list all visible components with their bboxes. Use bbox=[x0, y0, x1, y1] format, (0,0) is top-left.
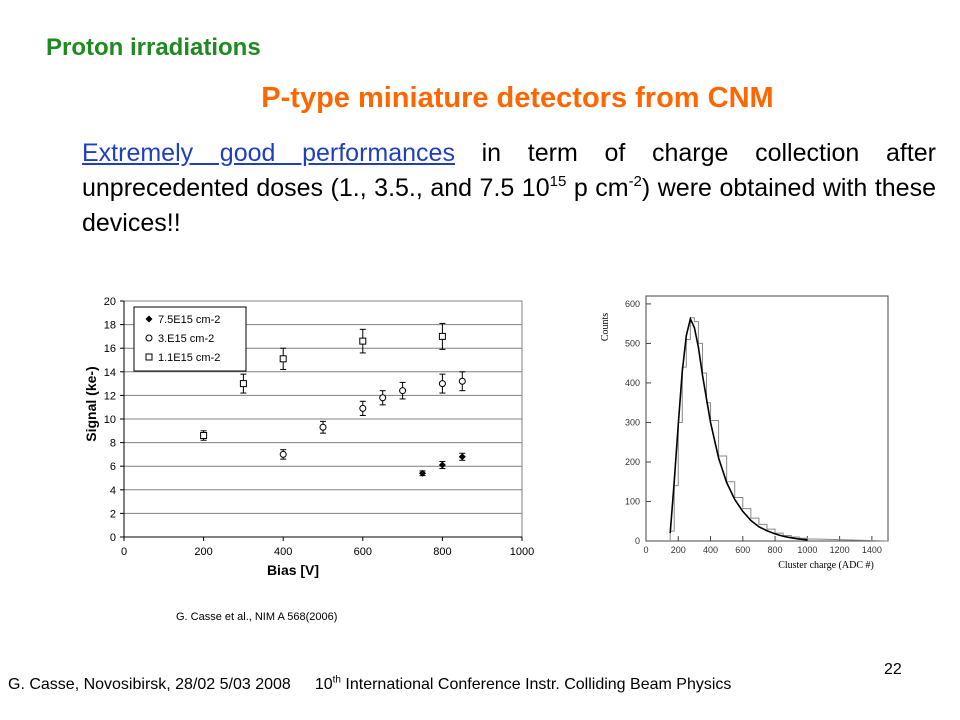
series-3 bbox=[200, 322, 446, 441]
x-tick-label: 1000 bbox=[510, 546, 534, 558]
unit-exponent: -2 bbox=[628, 172, 642, 190]
y-tick-label: 200 bbox=[625, 457, 640, 467]
dose-exponent: 15 bbox=[549, 172, 567, 190]
x-tick-label: 800 bbox=[433, 546, 451, 558]
y-tick-label: 500 bbox=[625, 338, 640, 348]
data-point bbox=[279, 355, 287, 363]
x-tick-label: 400 bbox=[274, 546, 292, 558]
data-point bbox=[438, 461, 446, 469]
performance-link[interactable]: Extremely good performances bbox=[82, 139, 455, 167]
y-tick-label: 8 bbox=[110, 438, 116, 450]
x-tick-label: 0 bbox=[121, 546, 127, 558]
footer-author: G. Casse, Novosibirsk, 28/02 5/03 2008 bbox=[8, 676, 291, 693]
x-tick-label: 200 bbox=[194, 546, 212, 558]
data-point bbox=[359, 404, 367, 412]
x-tick-label: 400 bbox=[703, 545, 718, 555]
x-tick-label: 600 bbox=[735, 545, 750, 555]
x-tick-label: 1000 bbox=[797, 545, 817, 555]
y-tick-label: 6 bbox=[110, 461, 116, 473]
y-tick-label: 0 bbox=[110, 532, 116, 544]
y-tick-label: 2 bbox=[110, 508, 116, 520]
footer-conference-ordinal: th bbox=[332, 674, 341, 686]
y-tick-label: 400 bbox=[625, 378, 640, 388]
y-tick-label: 18 bbox=[104, 320, 116, 332]
slide-heading: Proton irradiations bbox=[46, 34, 261, 61]
y-tick-label: 100 bbox=[625, 496, 640, 506]
x-axis-title: Bias [V] bbox=[267, 562, 319, 578]
body-text-part-1: in term of charge collection after unpre… bbox=[82, 139, 937, 202]
x-tick-label: 1200 bbox=[830, 545, 850, 555]
x-tick-label: 600 bbox=[354, 546, 372, 558]
y-tick-label: 16 bbox=[104, 343, 116, 355]
y-axis-title: Signal (ke-) bbox=[83, 366, 99, 441]
body-text-part-2: p cm bbox=[566, 174, 629, 202]
body-paragraph: Extremely good performances in term of c… bbox=[82, 136, 936, 241]
data-point bbox=[399, 387, 407, 395]
data-point bbox=[359, 337, 367, 345]
legend-label: 7.5E15 cm-2 bbox=[158, 314, 220, 326]
legend-marker bbox=[145, 334, 153, 342]
slide-subtitle: P-type miniature detectors from CNM bbox=[261, 82, 774, 114]
legend: 7.5E15 cm-2 3.E15 cm-2 1.1E15 cm-2 bbox=[133, 306, 247, 372]
page-number: 22 bbox=[884, 661, 902, 678]
data-point bbox=[438, 332, 446, 340]
x-axis-title: Cluster charge (ADC #) bbox=[778, 560, 874, 571]
y-tick-label: 4 bbox=[110, 485, 116, 497]
y-tick-label: 300 bbox=[625, 417, 640, 427]
footer-conference-name: International Conference Instr. Collidin… bbox=[340, 676, 732, 693]
body-text-part-3: ) were obtained with these devices!! bbox=[82, 174, 936, 237]
data-point bbox=[419, 469, 426, 477]
data-point bbox=[379, 394, 387, 402]
x-tick-label: 800 bbox=[768, 545, 783, 555]
legend-label: 3.E15 cm-2 bbox=[158, 333, 214, 345]
data-point bbox=[319, 423, 327, 431]
data-point bbox=[458, 453, 466, 461]
x-tick-label: 1400 bbox=[862, 545, 882, 555]
fit-curve bbox=[669, 316, 808, 541]
histogram-line bbox=[669, 317, 889, 542]
y-tick-label: 12 bbox=[104, 390, 116, 402]
legend-label: 1.1E15 cm-2 bbox=[158, 352, 220, 364]
y-tick-label: 600 bbox=[625, 299, 640, 309]
legend-marker bbox=[145, 315, 153, 323]
y-tick-label: 10 bbox=[104, 414, 116, 426]
legend-box bbox=[133, 306, 247, 372]
data-point bbox=[458, 377, 466, 385]
series-2 bbox=[279, 371, 466, 460]
data-point bbox=[438, 380, 446, 388]
citation: G. Casse et al., NIM A 568(2006) bbox=[176, 611, 338, 623]
y-axis-title: Counts bbox=[600, 313, 611, 341]
footer: G. Casse, Novosibirsk, 28/02 5/03 2008 10… bbox=[8, 674, 732, 694]
footer-conference-number: 10 bbox=[314, 676, 333, 693]
x-tick-label: 0 bbox=[643, 545, 648, 555]
legend-marker bbox=[145, 353, 153, 361]
cluster-charge-histogram: 0 100 200 300 400 500 600 0 200 400 600 800 1000 1200… bbox=[600, 295, 889, 571]
y-tick-label: 0 bbox=[635, 536, 640, 546]
x-tick-label: 200 bbox=[671, 545, 686, 555]
data-point bbox=[200, 432, 208, 440]
data-point bbox=[239, 380, 247, 388]
series-1 bbox=[419, 452, 466, 477]
data-point bbox=[279, 450, 287, 458]
y-tick-label: 20 bbox=[104, 296, 116, 308]
y-tick-label: 14 bbox=[104, 367, 116, 379]
